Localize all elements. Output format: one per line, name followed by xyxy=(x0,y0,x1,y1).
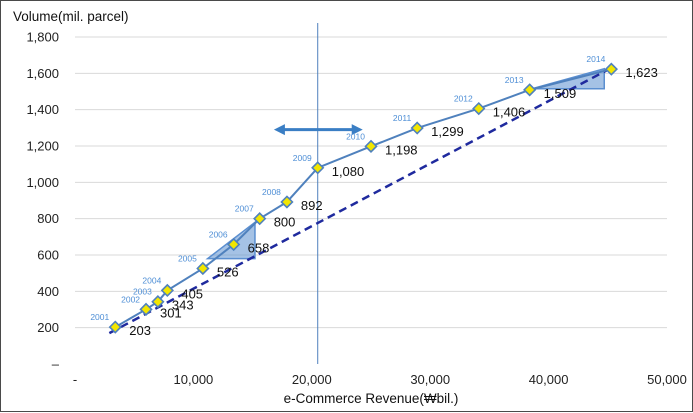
data-value-label: 526 xyxy=(217,264,239,279)
data-value-label: 800 xyxy=(274,215,296,230)
year-label: 2014 xyxy=(586,54,605,64)
x-tick-label: 40,000 xyxy=(529,372,569,387)
data-point-marker xyxy=(227,237,241,252)
double-arrow-head-left xyxy=(273,124,285,136)
data-value-label: 1,623 xyxy=(625,65,658,80)
data-value-label: 658 xyxy=(248,240,270,255)
data-point-marker xyxy=(280,195,294,209)
year-label: 2002 xyxy=(121,294,140,304)
data-value-label: 301 xyxy=(160,305,182,320)
y-tick-label: 1,600 xyxy=(26,66,59,81)
year-label: 2013 xyxy=(505,75,524,85)
year-label: 2001 xyxy=(90,312,109,322)
data-point-marker xyxy=(472,101,486,116)
data-point-marker xyxy=(139,302,153,316)
data-point-marker xyxy=(196,261,210,276)
year-label: 2011 xyxy=(393,113,412,123)
y-axis-title: Volume(mil. parcel) xyxy=(13,9,129,24)
x-tick-label: 30,000 xyxy=(410,372,450,387)
year-label: 2008 xyxy=(262,187,281,197)
data-value-label: 1,299 xyxy=(431,124,464,139)
data-point-marker xyxy=(108,320,122,334)
data-value-label: 1,509 xyxy=(544,86,577,101)
double-arrow-head-right xyxy=(351,124,363,136)
data-value-label: 892 xyxy=(301,198,323,213)
y-tick-label: 400 xyxy=(37,284,59,299)
y-tick-label: 1,800 xyxy=(26,30,59,45)
data-point-marker xyxy=(253,212,267,226)
year-label: 2009 xyxy=(293,153,312,163)
data-point-marker xyxy=(523,83,537,97)
series-layer xyxy=(108,62,618,335)
y-tick-label: 1,400 xyxy=(26,102,59,117)
slope-triangle xyxy=(531,67,605,90)
y-tick-label: 1,200 xyxy=(26,139,59,154)
y-tick-label: 200 xyxy=(37,320,59,335)
data-point-marker xyxy=(311,161,325,175)
data-value-label: 203 xyxy=(129,323,151,338)
data-point-marker xyxy=(364,139,378,153)
trend-line xyxy=(108,66,612,335)
data-value-label: 405 xyxy=(181,286,203,301)
data-value-label: 1,080 xyxy=(332,164,365,179)
data-value-label: 343 xyxy=(172,298,194,313)
y-tick-label: – xyxy=(52,357,60,372)
data-point-marker xyxy=(151,295,165,309)
year-label: 2007 xyxy=(235,204,254,214)
y-tick-label: 800 xyxy=(37,211,59,226)
year-label: 2005 xyxy=(178,253,197,263)
x-tick-label: 50,000 xyxy=(647,372,687,387)
data-point-marker xyxy=(604,62,618,76)
data-value-label: 1,406 xyxy=(493,105,526,120)
year-label: 2012 xyxy=(454,94,473,104)
year-label: 2003 xyxy=(133,287,152,297)
year-label: 2010 xyxy=(346,131,365,141)
x-tick-label: 10,000 xyxy=(174,372,214,387)
x-tick-label: - xyxy=(73,372,77,387)
labels-layer: – 200 400 600 800 1,000 1,200 1,400 1,600 1,800 - 1… xyxy=(26,30,686,388)
y-tick-label: 600 xyxy=(37,248,59,263)
data-value-label: 1,198 xyxy=(385,142,418,157)
x-axis-title: e-Commerce Revenue(₩bil.) xyxy=(284,391,459,406)
data-point-marker xyxy=(410,121,424,135)
y-tick-label: 1,000 xyxy=(26,175,59,190)
x-tick-label: 20,000 xyxy=(292,372,332,387)
year-label: 2006 xyxy=(209,229,228,239)
data-point-marker xyxy=(160,283,174,298)
year-label: 2004 xyxy=(142,275,161,285)
